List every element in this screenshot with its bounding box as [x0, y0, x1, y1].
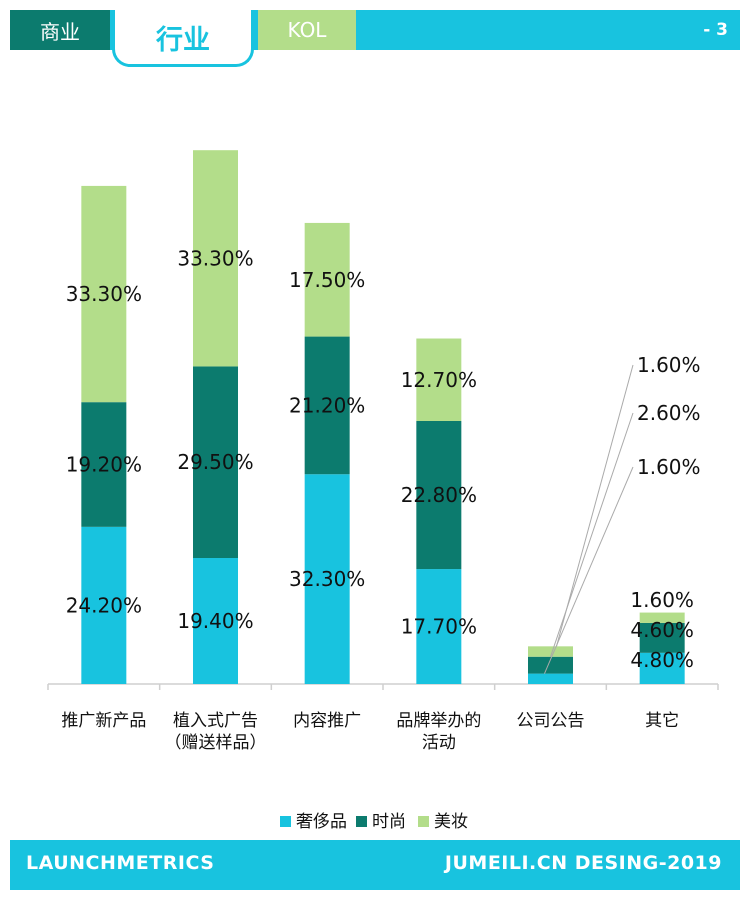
- category-label: 内容推广: [293, 711, 361, 731]
- data-label: 17.50%: [289, 268, 365, 292]
- tab-business[interactable]: 商业: [10, 10, 110, 50]
- callout-line: [550, 412, 634, 657]
- data-label: 4.60%: [630, 618, 694, 642]
- bar-segment: [416, 569, 462, 684]
- legend-swatch: [280, 816, 291, 827]
- category-label: 活动: [422, 733, 456, 753]
- data-label: 19.20%: [66, 453, 142, 477]
- data-label: 19.40%: [177, 609, 253, 633]
- data-label: 17.70%: [401, 615, 477, 639]
- page-number: - 3: [703, 20, 728, 40]
- footer-brand: LAUNCHMETRICS: [26, 852, 215, 874]
- data-label: 21.20%: [289, 393, 365, 417]
- bar-segment: [639, 652, 685, 684]
- data-label: 22.80%: [401, 483, 477, 507]
- legend-swatch: [418, 816, 429, 827]
- bar-segment: [639, 612, 685, 623]
- category-label: （赠送样品）: [165, 733, 267, 753]
- data-label: 32.30%: [289, 567, 365, 591]
- legend-label: 时尚: [372, 812, 406, 832]
- bar-segment: [304, 336, 350, 475]
- bar-segment: [528, 673, 573, 684]
- bar-segment: [193, 150, 238, 367]
- bar-segment: [639, 622, 685, 653]
- tab-kol[interactable]: KOL: [258, 10, 356, 50]
- bar-segment: [81, 402, 127, 527]
- data-label: 29.50%: [177, 450, 253, 474]
- footer-credit: JUMEILI.CN DESING-2019: [444, 852, 722, 874]
- legend-label: 奢侈品: [296, 812, 347, 832]
- bar-segment: [416, 420, 462, 570]
- bar-segment: [193, 366, 238, 559]
- data-label: 33.30%: [66, 282, 142, 306]
- data-label: 2.60%: [637, 401, 701, 425]
- tab-industry[interactable]: 行业: [112, 10, 254, 67]
- bar-segment: [193, 558, 238, 684]
- data-label: 1.60%: [637, 353, 701, 377]
- bar-segment: [528, 646, 573, 657]
- bar-segment: [304, 474, 350, 684]
- bar-segment: [528, 656, 573, 674]
- data-label: 1.60%: [630, 588, 694, 612]
- bar-segment: [416, 338, 462, 421]
- category-label: 推广新产品: [61, 711, 146, 731]
- bar-segment: [81, 185, 127, 403]
- legend-label: 美妆: [434, 812, 468, 832]
- data-label: 33.30%: [177, 246, 253, 270]
- data-label: 4.80%: [630, 648, 694, 672]
- bar-segment: [81, 526, 127, 684]
- chart-panel: [10, 50, 740, 840]
- data-label: 1.60%: [637, 455, 701, 479]
- bar-segment: [304, 222, 350, 337]
- legend-swatch: [356, 816, 367, 827]
- category-label: 植入式广告: [173, 711, 258, 731]
- category-label: 品牌举办的: [396, 711, 481, 731]
- category-label: 其它: [645, 711, 679, 731]
- category-label: 公司公告: [517, 711, 585, 731]
- data-label: 12.70%: [401, 368, 477, 392]
- callout-line: [544, 466, 634, 674]
- data-label: 24.20%: [66, 593, 142, 617]
- callout-line: [556, 364, 634, 647]
